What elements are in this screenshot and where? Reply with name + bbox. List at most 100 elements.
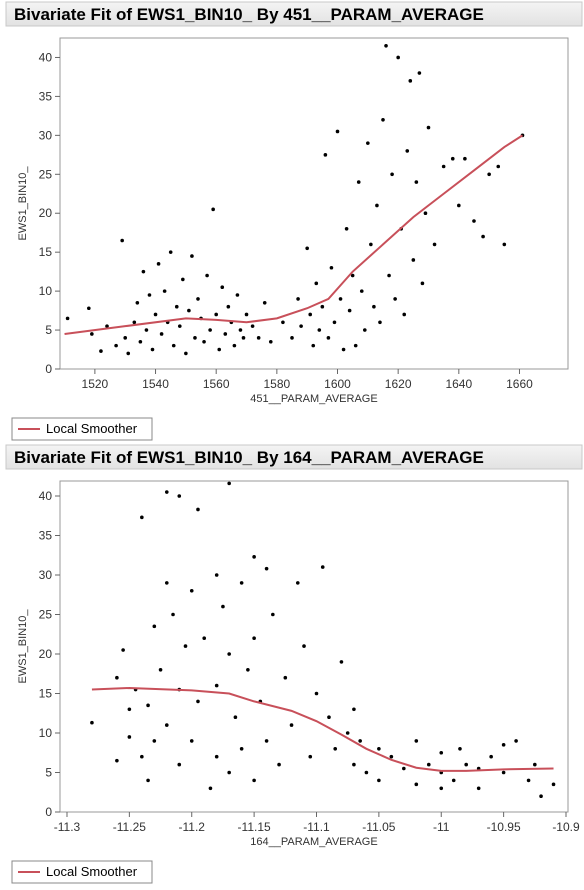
point — [177, 324, 182, 328]
point — [168, 250, 173, 254]
point — [246, 668, 250, 672]
point — [408, 79, 413, 83]
point — [127, 735, 132, 739]
point — [115, 675, 119, 680]
point — [171, 343, 176, 348]
point — [252, 555, 256, 559]
point — [375, 203, 379, 208]
point — [264, 566, 269, 571]
point — [533, 762, 537, 767]
point — [381, 117, 385, 122]
point — [227, 481, 231, 486]
point — [152, 624, 157, 629]
point — [356, 180, 361, 184]
point — [439, 786, 444, 791]
point — [384, 43, 388, 48]
x-tick-label: 1620 — [385, 377, 412, 391]
point — [221, 604, 225, 609]
point — [311, 343, 316, 348]
point — [252, 778, 256, 783]
point — [214, 683, 219, 688]
y-tick-label: 10 — [39, 726, 53, 740]
point — [426, 762, 431, 767]
y-tick-label: 40 — [39, 489, 53, 503]
legend-box — [11, 417, 153, 441]
point — [121, 648, 125, 652]
point — [472, 219, 476, 223]
point — [501, 770, 506, 775]
x-tick-label: 1580 — [263, 377, 290, 391]
point — [299, 324, 303, 328]
point — [233, 715, 238, 720]
point — [389, 754, 394, 759]
point — [205, 273, 209, 278]
point — [90, 720, 94, 725]
point — [226, 304, 231, 309]
x-tick-label: 1640 — [445, 377, 472, 391]
y-tick-label: 35 — [39, 89, 53, 103]
point — [268, 339, 273, 344]
legend-label: Local Smoother — [46, 421, 138, 436]
point — [502, 242, 507, 247]
legend-box — [11, 860, 153, 884]
point — [171, 612, 175, 617]
point — [156, 262, 161, 266]
point — [189, 589, 194, 593]
point — [238, 328, 243, 332]
point — [308, 754, 313, 759]
point — [317, 328, 322, 332]
point — [196, 699, 200, 704]
point — [227, 652, 231, 656]
point — [220, 285, 225, 290]
x-tick-label: 1520 — [82, 377, 109, 391]
point — [326, 336, 331, 340]
y-tick-label: 15 — [39, 687, 53, 701]
point — [320, 304, 325, 309]
y-tick-label: 5 — [45, 323, 52, 337]
point — [244, 312, 249, 317]
smoother-line — [91, 686, 554, 772]
point — [227, 770, 231, 775]
point — [369, 242, 373, 247]
point — [390, 172, 394, 177]
point — [489, 754, 493, 759]
point — [526, 778, 531, 783]
point — [189, 739, 194, 743]
point — [164, 723, 169, 727]
point — [162, 289, 167, 293]
point — [217, 347, 222, 352]
point — [241, 336, 246, 340]
point — [320, 565, 325, 569]
point — [150, 347, 155, 352]
point — [372, 304, 376, 309]
point — [464, 762, 469, 767]
point — [296, 297, 300, 301]
y-tick-label: 35 — [39, 529, 53, 543]
point — [314, 691, 319, 696]
point — [457, 203, 461, 208]
y-tick-label: 0 — [45, 805, 52, 819]
x-tick-label: -11.1 — [303, 820, 330, 834]
point — [402, 312, 407, 317]
point — [501, 743, 506, 747]
point — [289, 723, 294, 727]
plot-area — [59, 480, 569, 813]
point — [352, 762, 356, 767]
point — [339, 660, 344, 664]
point — [338, 297, 343, 301]
point — [333, 747, 338, 751]
point — [211, 207, 215, 212]
point — [65, 316, 70, 321]
y-tick-label: 25 — [39, 608, 53, 622]
y-tick-label: 40 — [39, 50, 53, 64]
point — [439, 750, 444, 755]
point — [232, 343, 237, 348]
point — [411, 258, 416, 262]
x-tick-label: -11.25 — [113, 820, 146, 834]
y-tick-label: 5 — [45, 766, 52, 780]
point — [281, 320, 285, 325]
x-tick-label: 1560 — [203, 377, 230, 391]
point — [353, 343, 358, 348]
point — [235, 293, 240, 297]
